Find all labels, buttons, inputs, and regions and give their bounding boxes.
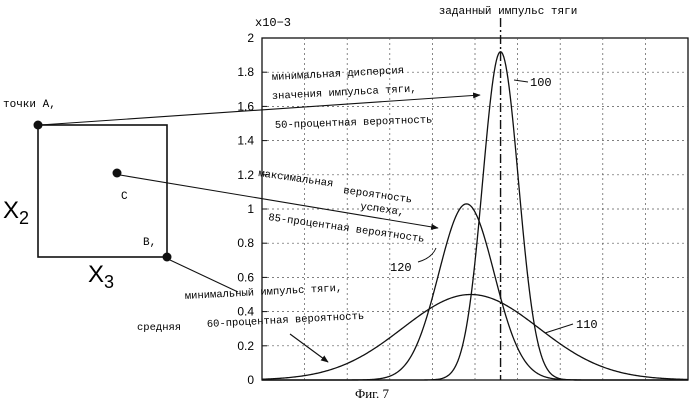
curve-100 [262, 52, 688, 380]
point-c-label: C [121, 191, 128, 203]
annotation-a-line1: минимальная дисперсия [272, 65, 405, 84]
y-tick-label: 1.8 [237, 65, 254, 79]
axis-x2-label: X2 [3, 197, 29, 228]
y-tick-label: 2 [247, 31, 254, 45]
point-c [113, 169, 122, 178]
y-tick-label: 0 [247, 373, 254, 387]
curve-label-100: 100 [530, 76, 552, 90]
curve-leaders [418, 80, 573, 333]
y-tick-label: 1.4 [237, 134, 254, 148]
leader-110 [545, 324, 573, 333]
figure-caption: Фиг. 7 [355, 386, 390, 401]
y-tick-label: 1 [247, 202, 254, 216]
target-label: заданный импульс тяги [439, 6, 578, 18]
y-tick-label: 0.8 [237, 236, 254, 250]
axis-x3-label: X3 [88, 261, 114, 292]
y-tick-label: 1.2 [237, 168, 254, 182]
annotations: минимальная дисперсия значения импульса … [137, 65, 598, 334]
annotation-a-line2: значения импульса тяги, [272, 83, 417, 103]
curves [262, 52, 688, 380]
chart: 00.20.40.60.811.21.41.61.82 x10−3 заданн… [237, 6, 688, 387]
y-tick-label: 0.6 [237, 270, 254, 284]
y-scale-label: x10−3 [255, 16, 291, 30]
arrow-mean [290, 334, 328, 362]
curve-110 [262, 295, 688, 380]
annotation-a-line3: 50-процентная вероятность [275, 115, 433, 132]
point-a-label: точки A, [3, 99, 56, 111]
annotation-b-line1: минимальный импульс тяги, [185, 283, 343, 303]
point-b-label: B, [143, 237, 156, 249]
leader-b [170, 260, 238, 292]
leader-100 [514, 80, 528, 82]
leader-120 [418, 248, 436, 262]
curve-label-120: 120 [390, 261, 412, 275]
y-tick-label: 0.2 [237, 339, 254, 353]
annotation-c-line1: максимальная [257, 168, 334, 190]
curve-label-110: 110 [576, 318, 598, 332]
annotation-b-prefix: средняя [137, 322, 181, 334]
annotation-b-line2: 60-процентная вероятность [207, 311, 365, 331]
